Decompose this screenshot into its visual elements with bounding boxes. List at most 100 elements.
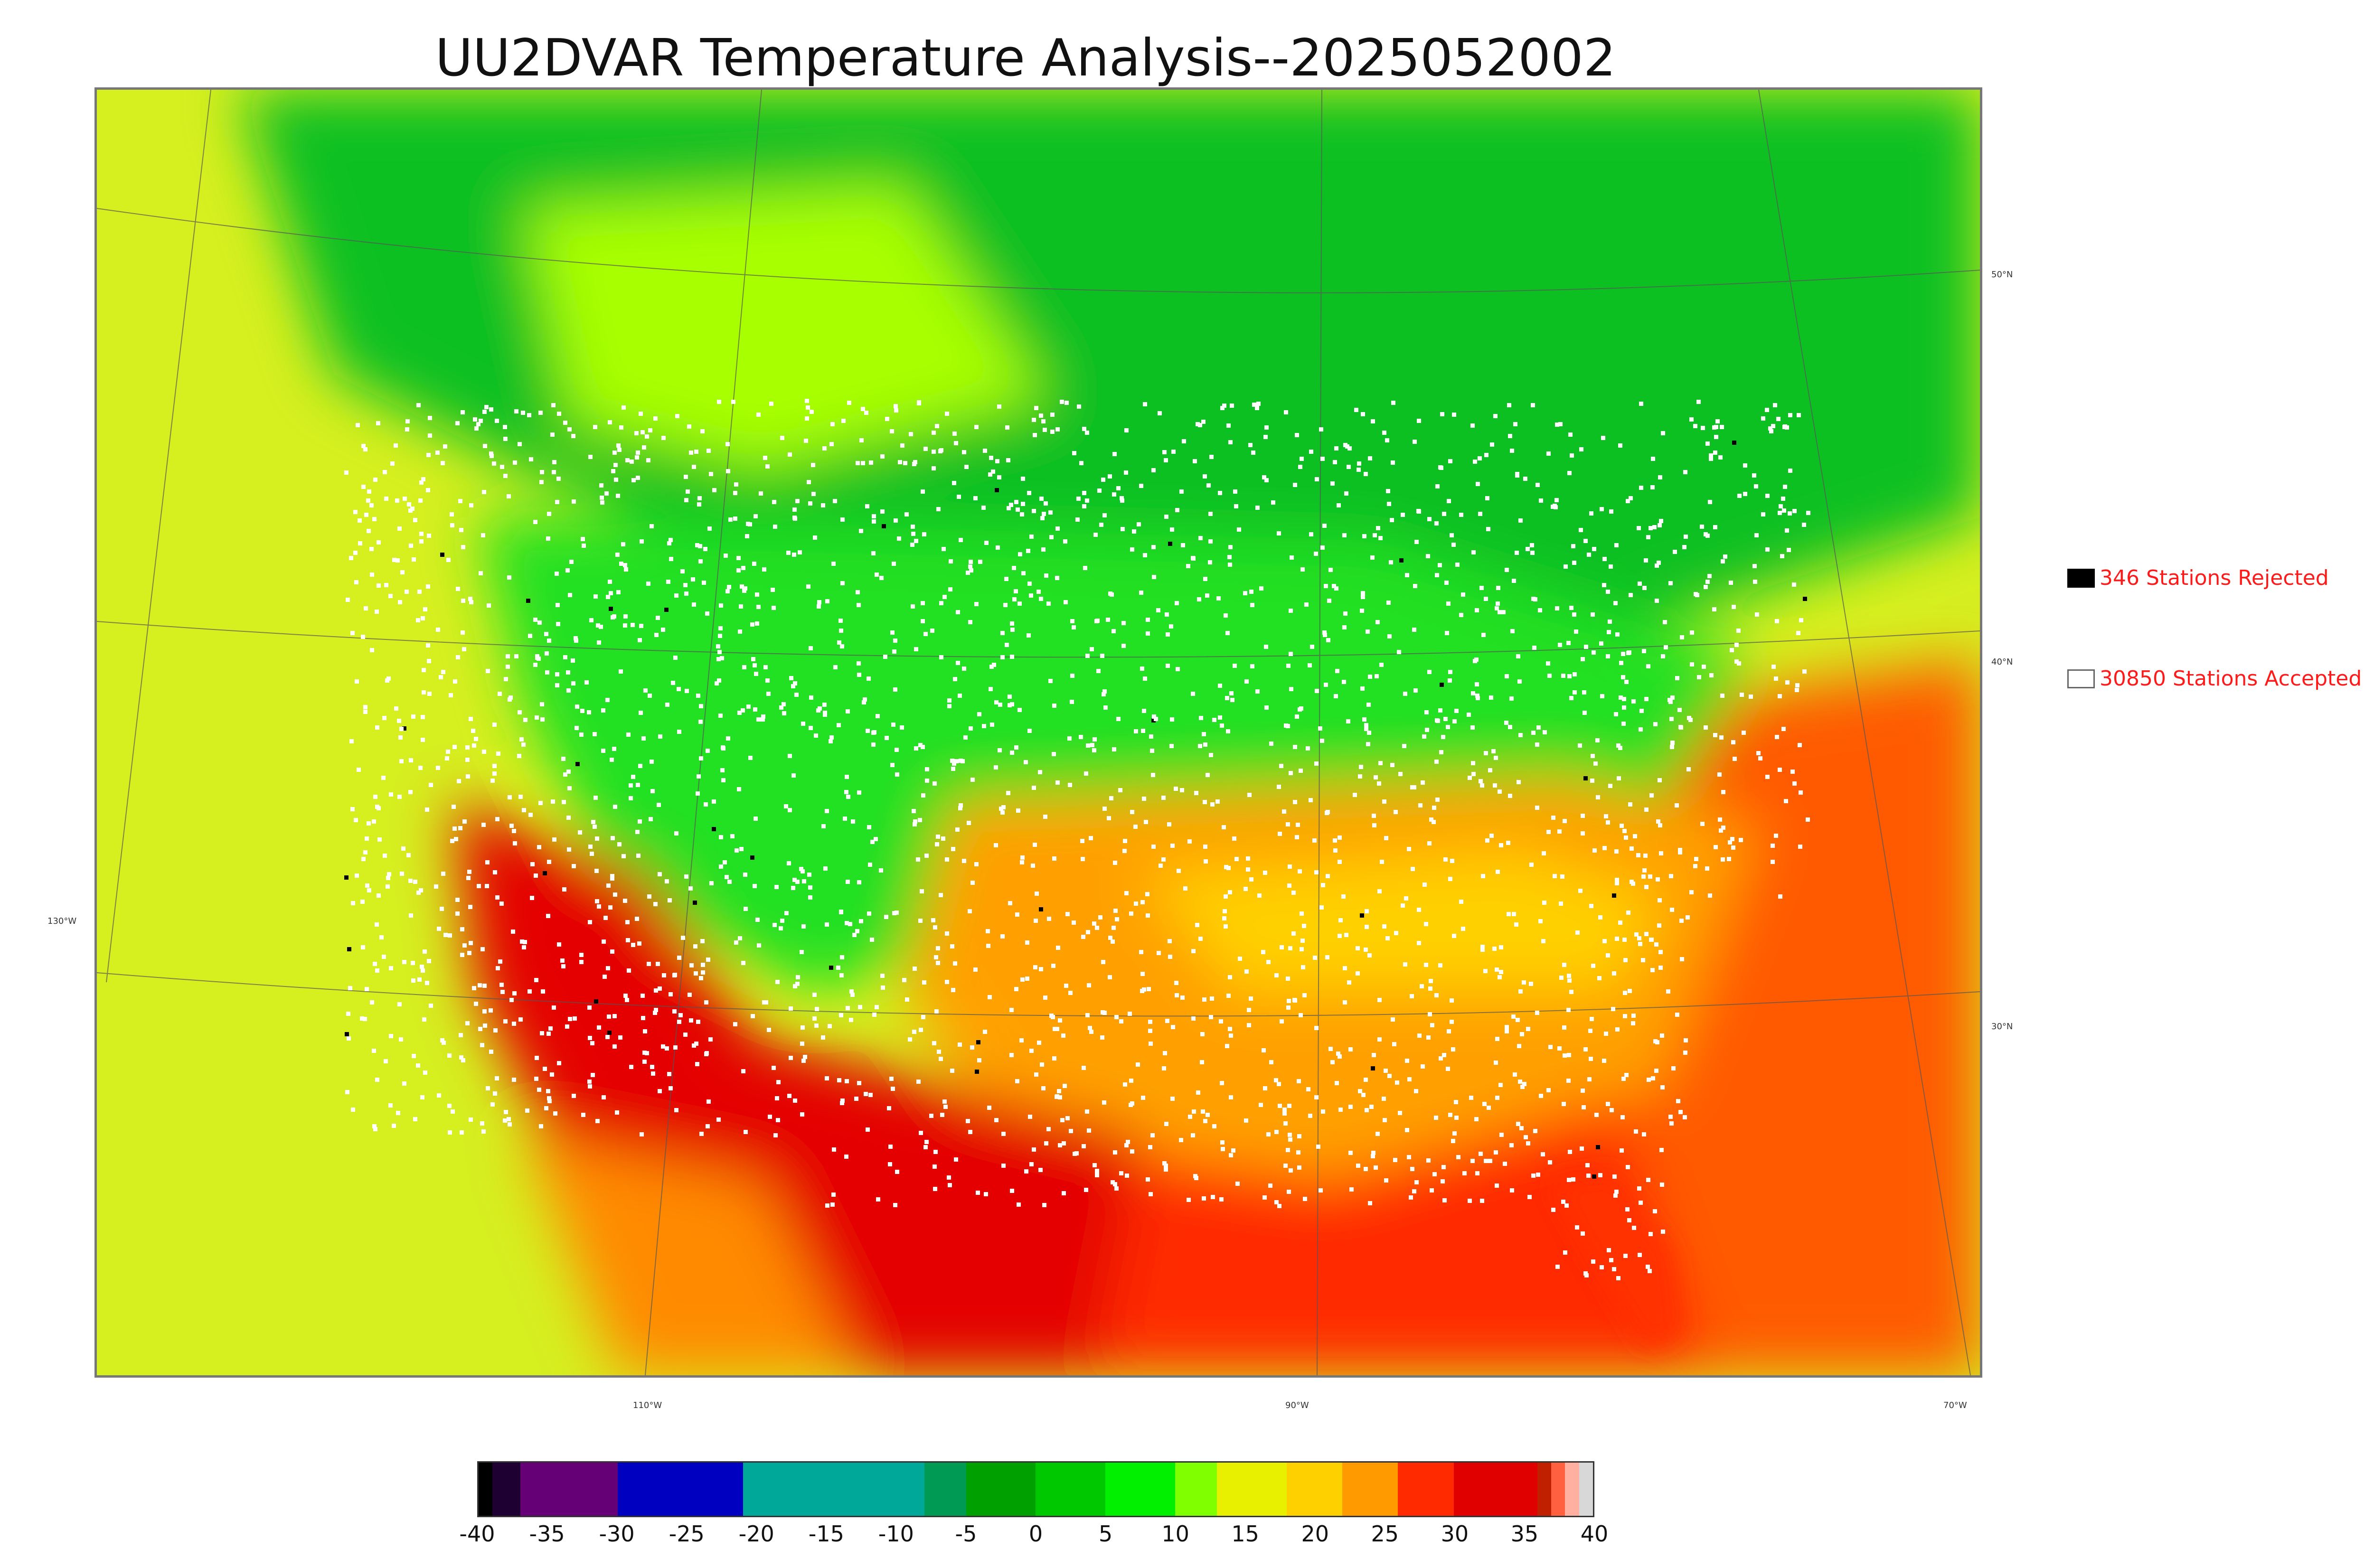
station-accepted-marker xyxy=(953,677,957,681)
station-accepted-marker xyxy=(361,635,365,639)
station-accepted-marker xyxy=(369,547,374,551)
mexico-region xyxy=(524,1134,857,1375)
station-accepted-marker xyxy=(1468,1199,1472,1203)
temperature-map[interactable] xyxy=(94,87,1982,1378)
station-accepted-marker xyxy=(1452,1131,1457,1136)
station-accepted-marker xyxy=(1417,941,1421,945)
station-accepted-marker xyxy=(677,730,681,734)
station-accepted-marker xyxy=(1450,998,1454,1003)
station-accepted-marker xyxy=(775,1096,779,1100)
station-accepted-marker xyxy=(1209,455,1214,459)
station-accepted-marker xyxy=(1191,1133,1195,1137)
station-accepted-marker xyxy=(1606,1102,1610,1106)
station-accepted-marker xyxy=(1009,1008,1014,1012)
station-accepted-marker xyxy=(508,697,512,702)
station-accepted-marker xyxy=(801,1025,805,1030)
station-accepted-marker xyxy=(642,445,646,450)
station-accepted-marker xyxy=(725,442,730,446)
station-accepted-marker xyxy=(1781,497,1785,501)
map-title: UU2DVAR Temperature Analysis--2025052002 xyxy=(435,28,1616,88)
station-accepted-marker xyxy=(1367,953,1372,958)
station-accepted-marker xyxy=(402,960,406,964)
station-accepted-marker xyxy=(1790,770,1795,774)
station-accepted-marker xyxy=(459,1055,463,1060)
station-accepted-marker xyxy=(1386,601,1391,605)
station-accepted-marker xyxy=(808,885,812,890)
station-accepted-marker xyxy=(1610,1108,1614,1112)
station-accepted-marker xyxy=(416,1063,420,1068)
station-accepted-marker xyxy=(1721,826,1725,830)
station-accepted-marker xyxy=(885,736,889,740)
station-accepted-marker xyxy=(1547,674,1552,678)
station-accepted-marker xyxy=(461,599,465,603)
station-accepted-marker xyxy=(744,907,748,911)
station-accepted-marker xyxy=(970,778,975,782)
station-accepted-marker xyxy=(462,943,467,948)
station-accepted-marker xyxy=(854,1097,858,1101)
station-accepted-marker xyxy=(782,711,786,715)
station-accepted-marker xyxy=(1740,693,1744,697)
station-accepted-marker xyxy=(365,883,369,888)
station-accepted-marker xyxy=(1221,1147,1225,1151)
station-accepted-marker xyxy=(1515,551,1519,555)
station-accepted-marker xyxy=(1300,947,1304,951)
station-accepted-marker xyxy=(767,1028,771,1032)
station-accepted-marker xyxy=(973,967,978,972)
station-accepted-marker xyxy=(1218,684,1222,688)
station-accepted-marker xyxy=(1014,500,1018,504)
station-accepted-marker xyxy=(1616,743,1620,748)
station-accepted-marker xyxy=(948,1183,952,1187)
station-accepted-marker xyxy=(1575,1225,1579,1230)
station-accepted-marker xyxy=(1092,748,1096,752)
station-accepted-marker xyxy=(1499,1133,1504,1137)
station-accepted-marker xyxy=(350,631,355,635)
station-accepted-marker xyxy=(473,417,477,422)
station-accepted-marker xyxy=(1806,817,1810,822)
station-accepted-marker xyxy=(891,723,895,727)
station-accepted-marker xyxy=(608,580,612,584)
station-accepted-marker xyxy=(1623,1014,1627,1018)
station-accepted-marker xyxy=(1529,863,1534,867)
station-accepted-marker xyxy=(369,503,374,507)
station-accepted-marker xyxy=(1289,687,1293,691)
station-accepted-marker xyxy=(861,461,865,465)
station-accepted-marker xyxy=(450,839,454,843)
station-accepted-marker xyxy=(1366,703,1371,707)
station-accepted-marker xyxy=(1478,512,1482,516)
station-accepted-marker xyxy=(918,743,923,747)
station-accepted-marker xyxy=(1694,857,1698,861)
station-accepted-marker xyxy=(1648,874,1652,879)
station-accepted-marker xyxy=(556,603,560,607)
station-accepted-marker xyxy=(1012,597,1017,601)
station-accepted-marker xyxy=(1309,450,1313,454)
station-accepted-marker xyxy=(1146,913,1150,918)
station-accepted-marker xyxy=(857,603,861,607)
station-accepted-marker xyxy=(1343,966,1347,970)
station-accepted-marker xyxy=(1736,629,1741,633)
station-accepted-marker xyxy=(1019,1038,1024,1042)
colorbar-segment xyxy=(1175,1463,1217,1516)
station-accepted-marker xyxy=(495,1076,499,1080)
station-accepted-marker xyxy=(1535,806,1539,810)
station-accepted-marker xyxy=(1480,783,1484,788)
station-accepted-marker xyxy=(808,501,812,506)
station-accepted-marker xyxy=(574,638,578,643)
station-accepted-marker xyxy=(1647,1078,1651,1082)
station-accepted-marker xyxy=(1569,696,1573,700)
station-accepted-marker xyxy=(1343,611,1347,616)
station-accepted-marker xyxy=(1008,703,1012,707)
station-accepted-marker xyxy=(458,499,462,503)
station-accepted-marker xyxy=(1191,949,1196,953)
station-accepted-marker xyxy=(1526,547,1530,551)
station-accepted-marker xyxy=(1394,931,1398,935)
station-accepted-marker xyxy=(1264,478,1269,482)
station-accepted-marker xyxy=(1034,1072,1038,1077)
station-accepted-marker xyxy=(984,1192,988,1196)
station-accepted-marker xyxy=(1244,679,1249,684)
station-accepted-marker xyxy=(1364,948,1368,952)
station-accepted-marker xyxy=(1164,458,1168,462)
station-accepted-marker xyxy=(1264,645,1268,649)
station-accepted-marker xyxy=(513,841,517,845)
station-accepted-marker xyxy=(958,1042,962,1047)
station-accepted-marker xyxy=(918,919,923,923)
